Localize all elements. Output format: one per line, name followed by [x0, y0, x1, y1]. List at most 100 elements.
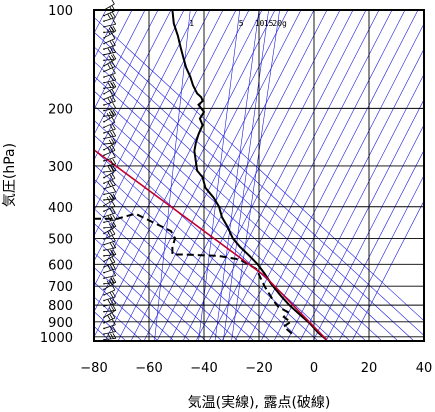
wind-barb-flag — [111, 89, 116, 95]
parcel-line — [94, 149, 327, 341]
wind-barb-base — [103, 165, 105, 168]
wind-barb-base — [103, 14, 105, 17]
wind-barb-flag — [111, 201, 116, 207]
wind-barb-flag — [109, 257, 114, 264]
wind-barb-base — [103, 210, 105, 212]
wind-barb-flag — [111, 256, 116, 263]
wind-barb-base — [103, 294, 105, 296]
wind-barb-flag — [112, 291, 116, 298]
wind-barb-flag — [109, 292, 114, 298]
wind-barb-flag — [109, 75, 114, 81]
wind-barb-base — [103, 288, 105, 291]
wind-barb — [103, 123, 116, 134]
wind-barb-shaft — [103, 255, 115, 262]
wind-barb-flag — [111, 54, 115, 61]
wind-barb-flag — [112, 186, 117, 193]
wind-barb-shaft — [103, 128, 116, 134]
wind-barb-flag — [109, 47, 114, 53]
wind-barb-shaft — [103, 282, 115, 290]
wind-barb-shaft — [103, 87, 115, 95]
wind-barb-flag — [109, 159, 114, 165]
adiabat-line — [94, 237, 207, 341]
wind-barb-flag — [109, 264, 114, 270]
wind-barb-flag — [112, 298, 117, 304]
wind-barb-flag — [111, 145, 116, 151]
wind-barb-flag — [112, 151, 116, 158]
wind-barb-base — [103, 171, 105, 173]
wind-barb — [103, 291, 116, 302]
isotherm-line — [169, 10, 341, 341]
wind-barb-flag — [110, 26, 114, 32]
wind-barb-shaft — [103, 107, 116, 111]
wind-barb — [103, 12, 116, 22]
wind-barb-flag — [110, 109, 114, 116]
isotherm-line — [94, 10, 263, 338]
wind-barb-flag — [111, 138, 115, 144]
wind-barb-shaft — [103, 72, 116, 78]
wind-barb-flag — [109, 124, 114, 131]
wind-barb — [103, 312, 116, 324]
wind-barb-flag — [110, 277, 114, 283]
wind-barb-flag — [107, 215, 112, 222]
wind-barb — [103, 298, 117, 307]
wind-barb — [103, 319, 116, 330]
wind-barb-base — [103, 215, 105, 218]
wind-barb-base — [103, 81, 105, 84]
wind-barb-flag — [109, 90, 114, 96]
wind-barb-base — [103, 227, 105, 229]
wind-barb — [103, 256, 116, 268]
wind-barb-base — [103, 20, 105, 22]
wind-barb-flag — [112, 68, 116, 74]
wind-barb-flag — [109, 243, 114, 249]
isotherm-line — [260, 22, 424, 341]
wind-barb-flag — [107, 147, 111, 153]
wind-barb-base — [103, 243, 105, 246]
wind-barb-shaft — [103, 135, 116, 139]
wind-barb — [103, 186, 117, 196]
wind-barb — [103, 306, 115, 319]
isotherm-line — [94, 10, 198, 212]
wind-barb-shaft — [103, 303, 116, 307]
wind-barb-shaft — [103, 94, 116, 100]
wind-barb-base — [103, 327, 105, 330]
wind-barb-base — [103, 104, 105, 106]
wind-barb-flag — [107, 131, 112, 138]
wind-barb — [103, 222, 115, 235]
wind-barb-flag — [112, 221, 117, 227]
wind-barb-base — [103, 299, 105, 302]
isotherm-line — [94, 10, 250, 313]
wind-barb-flag — [112, 74, 117, 81]
wind-barb-base — [103, 98, 105, 101]
x-tick-label: −40 — [190, 361, 217, 376]
isotherm-line — [104, 10, 276, 341]
wind-barb-flag — [111, 82, 115, 89]
wind-barb-base — [103, 65, 105, 67]
wind-barb-flag — [112, 179, 116, 186]
wind-barb — [103, 263, 116, 274]
isotherm-line — [117, 10, 289, 341]
y-axis-label: 気圧(hPa) — [2, 143, 18, 207]
wind-barb — [103, 207, 116, 218]
wind-barb — [103, 61, 116, 73]
wind-barb-base — [103, 305, 105, 307]
wind-barb-base — [103, 70, 105, 73]
wind-barb-base — [103, 93, 105, 95]
wind-barb — [103, 96, 116, 106]
wind-barb — [103, 117, 116, 129]
wind-barb-flag — [109, 313, 114, 320]
adiabat-line — [94, 164, 287, 341]
wind-barb-base — [103, 249, 105, 252]
wind-barb-flag — [107, 166, 112, 172]
wind-barb-shaft — [103, 150, 116, 156]
wind-barb-shaft — [103, 317, 116, 324]
wind-barb — [103, 151, 116, 162]
wind-barb-base — [103, 204, 105, 207]
wind-barb — [103, 130, 117, 140]
wind-barb-shaft — [103, 59, 115, 67]
wind-barb-flag — [108, 55, 113, 62]
wind-barb — [103, 46, 117, 56]
wind-barb-base — [103, 316, 105, 319]
wind-barb-flag — [111, 173, 116, 179]
isotherm-line — [286, 73, 424, 341]
wind-barb-shaft — [103, 261, 116, 268]
